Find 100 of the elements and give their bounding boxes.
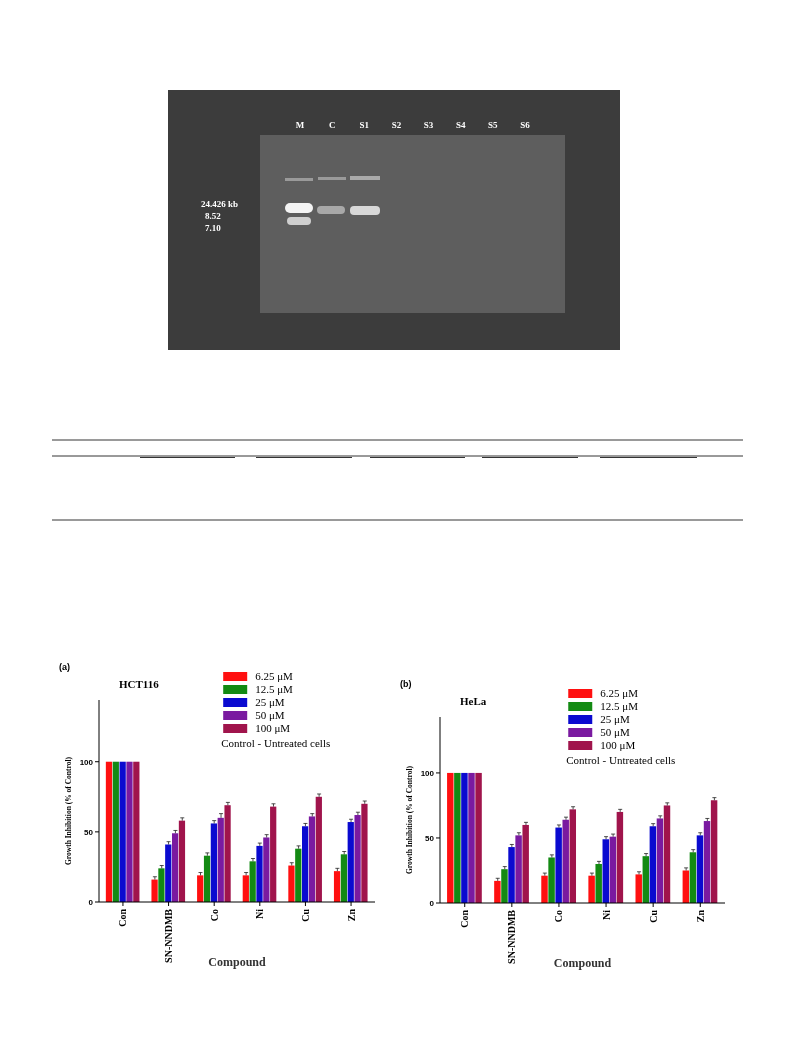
bar xyxy=(333,871,341,902)
legend-label: 50 μM xyxy=(255,709,285,721)
x-axis-title: Compound xyxy=(553,956,612,970)
x-tick-label: Ni xyxy=(600,909,612,920)
bar xyxy=(302,826,309,902)
category-label: C xyxy=(328,120,336,130)
bar xyxy=(541,875,548,903)
text: 8.52 xyxy=(205,211,222,221)
bar xyxy=(703,821,711,903)
bar xyxy=(595,863,602,903)
bar xyxy=(165,844,172,902)
bar xyxy=(171,833,179,902)
bar xyxy=(256,845,263,902)
bar xyxy=(696,835,704,903)
bar xyxy=(105,761,113,902)
x-tick-label: Ni xyxy=(254,908,266,919)
bar xyxy=(649,826,657,903)
bar xyxy=(522,824,529,903)
x-axis-title: Compound xyxy=(208,955,266,969)
category-label: S3 xyxy=(423,120,434,130)
bar xyxy=(242,875,249,902)
bar xyxy=(249,861,256,902)
x-tick-label: SN-NNDMB xyxy=(506,909,518,964)
x-tick-label: Cu xyxy=(299,908,311,922)
y-tick-label: 100 xyxy=(79,757,94,767)
x-tick-label: SN-NNDMB xyxy=(163,908,175,963)
bar xyxy=(315,796,322,902)
bar xyxy=(224,805,231,902)
bar xyxy=(454,772,461,903)
y-tick-label: 100 xyxy=(420,768,435,778)
bar xyxy=(210,823,218,902)
bar xyxy=(461,772,468,903)
bar xyxy=(602,839,609,903)
y-tick-label: 50 xyxy=(425,833,435,843)
bar xyxy=(663,805,671,903)
bar xyxy=(354,815,361,902)
bar xyxy=(682,870,690,903)
bar xyxy=(710,800,718,903)
x-tick-label: Zn xyxy=(694,909,706,923)
bar xyxy=(295,848,302,902)
legend-label: 6.25 μM xyxy=(255,670,294,682)
bar xyxy=(548,857,555,903)
category-label: S5 xyxy=(488,120,499,130)
legend-label: 100 μM xyxy=(600,739,636,751)
bar xyxy=(501,869,508,903)
x-tick-label: Co xyxy=(208,909,220,922)
bar xyxy=(508,847,515,903)
bar xyxy=(616,811,624,903)
chart-title: HeLa xyxy=(460,695,487,707)
annotation: Control - Untreated cells xyxy=(221,737,331,749)
bar xyxy=(569,809,577,903)
bar xyxy=(288,865,295,902)
legend-label: 25 μM xyxy=(600,713,630,725)
bar xyxy=(308,816,316,902)
bar xyxy=(158,868,165,902)
bar xyxy=(119,761,126,902)
bar xyxy=(562,819,569,903)
legend-label: 12.5 μM xyxy=(255,683,294,695)
x-tick-label: Cu xyxy=(647,909,659,923)
bar xyxy=(656,818,664,903)
bar xyxy=(689,852,697,903)
x-tick-label: Zn xyxy=(345,908,357,922)
bar xyxy=(555,827,562,903)
category-label: S1 xyxy=(359,120,370,130)
annotation: Control - Untreated cells xyxy=(566,754,676,766)
legend-label: 50 μM xyxy=(600,726,630,738)
text: 24.426 kb xyxy=(201,199,239,209)
bar xyxy=(112,761,119,902)
bar xyxy=(126,761,133,902)
bar xyxy=(133,761,140,902)
y-tick-label: 50 xyxy=(84,827,94,837)
bar xyxy=(515,835,522,903)
category-label: S2 xyxy=(391,120,402,130)
bar xyxy=(635,874,642,903)
text: (a) xyxy=(59,662,70,672)
legend-label: 6.25 μM xyxy=(600,687,639,699)
bar xyxy=(447,772,454,903)
text: 7.10 xyxy=(205,223,222,233)
bar xyxy=(151,879,158,902)
bar xyxy=(588,875,595,903)
bar xyxy=(340,854,348,902)
bar xyxy=(609,836,617,903)
bar xyxy=(468,772,475,903)
category-label: S6 xyxy=(520,120,531,130)
x-tick-label: Con xyxy=(459,909,471,928)
legend-label: 25 μM xyxy=(255,696,285,708)
category-label: S4 xyxy=(455,120,466,130)
chart-title: HCT116 xyxy=(119,678,160,690)
bar xyxy=(197,875,204,902)
y-tick-label: 0 xyxy=(88,897,94,907)
bar xyxy=(642,856,650,903)
bar xyxy=(347,822,354,902)
bar xyxy=(263,837,270,902)
text: (b) xyxy=(400,679,412,689)
x-tick-label: Con xyxy=(117,908,129,927)
bar xyxy=(475,772,482,903)
bar xyxy=(217,817,224,902)
bar xyxy=(361,803,368,902)
bar xyxy=(203,855,211,902)
bar xyxy=(178,820,186,902)
